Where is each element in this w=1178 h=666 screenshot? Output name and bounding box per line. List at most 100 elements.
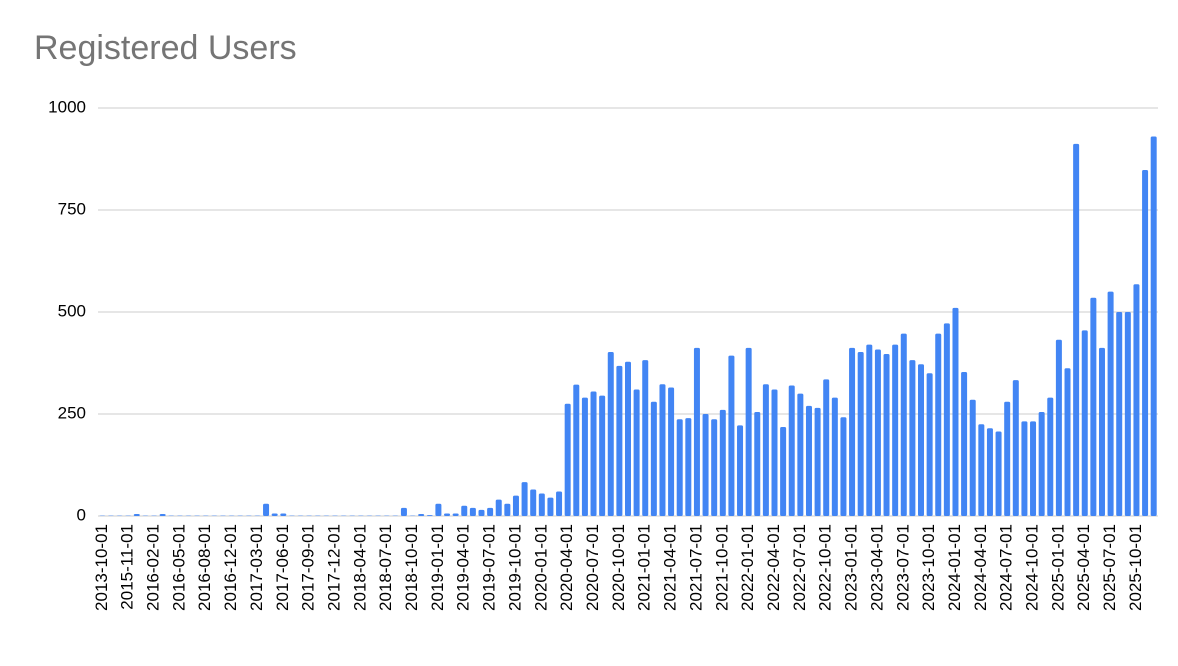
bar	[1012, 380, 1019, 516]
bar	[573, 384, 580, 516]
bar	[676, 419, 683, 516]
bar	[512, 495, 519, 516]
bar	[487, 507, 494, 516]
x-tick-label: 2020-04-01	[557, 524, 576, 611]
bar	[918, 364, 925, 516]
x-tick-label: 2024-04-01	[971, 524, 990, 611]
x-tick-label: 2021-01-01	[635, 524, 654, 611]
bar	[564, 403, 571, 516]
bar	[857, 351, 864, 516]
bar	[625, 361, 631, 516]
x-tick-label: 2016-08-01	[195, 524, 214, 611]
x-tick-label: 2015-11-01	[118, 524, 137, 610]
bar	[538, 493, 545, 516]
bar	[711, 419, 718, 516]
bar	[400, 507, 407, 516]
x-tick-label: 2020-10-01	[609, 524, 628, 611]
bar	[685, 418, 692, 516]
x-tick-label: 2020-01-01	[531, 524, 550, 611]
x-tick-label: 2023-04-01	[867, 524, 886, 611]
x-tick-label: 2013-10-01	[92, 524, 111, 611]
bar	[892, 344, 899, 516]
bar	[1004, 401, 1011, 516]
bar	[702, 414, 709, 516]
bar	[986, 428, 993, 516]
bar	[590, 391, 597, 516]
x-tick-label: 2022-01-01	[738, 524, 757, 611]
chart-title: Registered Users	[34, 29, 297, 67]
x-tick-label: 2021-10-01	[712, 524, 731, 611]
bar	[900, 333, 907, 516]
bar	[978, 424, 985, 516]
bar	[444, 513, 451, 516]
bar	[668, 387, 675, 516]
x-tick-label: 2017-09-01	[299, 524, 318, 611]
x-tick-label: 2018-10-01	[402, 524, 421, 611]
bar	[650, 401, 657, 516]
x-tick-label: 2020-07-01	[583, 524, 602, 611]
x-tick-label: 2024-10-01	[1023, 524, 1042, 611]
x-tick-label: 2025-10-01	[1126, 524, 1145, 611]
bar	[452, 513, 459, 516]
x-tick-label: 2022-04-01	[764, 524, 783, 611]
x-tick-label: 2024-01-01	[945, 524, 964, 611]
x-tick-label: 2023-01-01	[842, 524, 861, 611]
x-tick-label: 2019-10-01	[505, 524, 524, 611]
bar	[659, 384, 666, 516]
x-tick-label: 2022-10-01	[816, 524, 835, 611]
bar	[788, 385, 795, 516]
bar	[961, 371, 968, 516]
x-tick-label: 2017-03-01	[247, 524, 266, 611]
x-tick-label: 2016-05-01	[169, 524, 188, 611]
bar	[1021, 421, 1028, 516]
bar	[823, 379, 830, 516]
bar	[935, 333, 942, 516]
bar	[1030, 421, 1037, 516]
bar	[805, 405, 812, 516]
x-tick-label: 2025-07-01	[1100, 524, 1119, 611]
bar	[866, 344, 873, 516]
bar	[693, 347, 700, 516]
bar	[418, 513, 425, 516]
y-tick-label: 1000	[48, 97, 86, 116]
bar	[952, 307, 959, 516]
bar	[581, 397, 588, 516]
x-tick-label: 2018-07-01	[376, 524, 395, 611]
bar	[271, 513, 278, 516]
bar	[1124, 312, 1131, 516]
x-tick-label: 2019-07-01	[480, 524, 499, 611]
bar	[607, 351, 614, 516]
bar	[461, 505, 468, 516]
x-tick-label: 2019-01-01	[428, 524, 447, 611]
bar	[263, 503, 270, 516]
bar	[616, 365, 623, 516]
bar	[478, 509, 485, 516]
bar	[556, 491, 563, 516]
y-tick-label: 250	[58, 403, 86, 422]
bar	[521, 482, 528, 516]
bar	[814, 407, 821, 516]
bar	[926, 373, 933, 516]
bar	[1116, 312, 1123, 516]
bar	[435, 503, 442, 516]
x-tick-label: 2024-07-01	[997, 524, 1016, 611]
x-tick-label: 2017-06-01	[273, 524, 292, 611]
x-tick-label: 2025-01-01	[1048, 524, 1067, 611]
bar	[547, 497, 554, 516]
x-tick-label: 2016-12-01	[221, 524, 240, 611]
bar	[849, 347, 856, 516]
bar	[943, 323, 950, 516]
bar	[995, 431, 1002, 516]
x-tick-label: 2016-02-01	[144, 524, 163, 611]
bar	[1081, 330, 1088, 516]
x-tick-label: 2017-12-01	[324, 524, 343, 611]
y-tick-label: 500	[58, 301, 86, 320]
bar	[719, 409, 726, 516]
x-tick-label: 2023-07-01	[893, 524, 912, 611]
bar	[1073, 143, 1080, 517]
bar	[831, 397, 838, 516]
bar	[642, 360, 649, 516]
bar	[780, 427, 787, 516]
x-tick-label: 2021-07-01	[686, 524, 705, 611]
